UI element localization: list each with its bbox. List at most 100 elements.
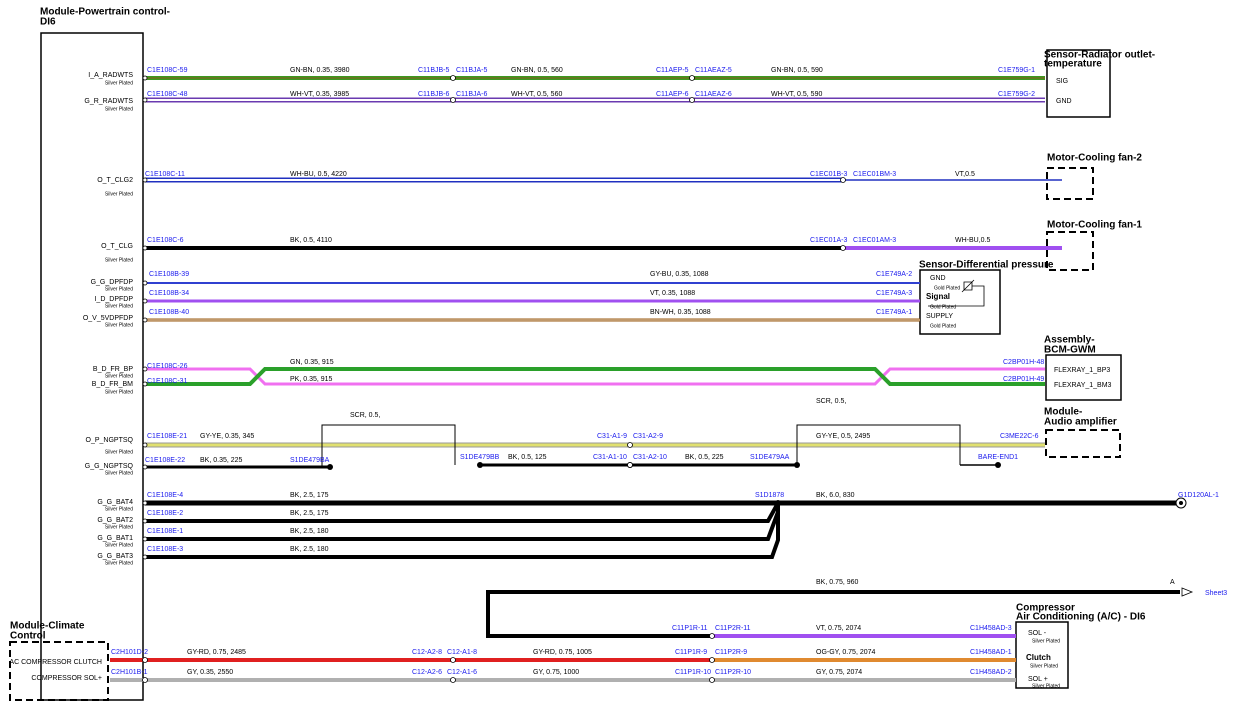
pin-name: B_D_FR_BM xyxy=(92,381,133,388)
wire-spec: BK, 2.5, 175 xyxy=(290,510,329,517)
wire xyxy=(321,424,456,467)
connector-label: C31-A1-10 xyxy=(593,454,627,461)
offpage-marker: A xyxy=(1170,579,1175,586)
connector-label: C11AEAZ-5 xyxy=(695,67,732,74)
pin xyxy=(142,366,148,372)
pin-plating: Silver Plated xyxy=(105,560,133,566)
connector xyxy=(450,97,456,103)
connector-label: C1E108C-31 xyxy=(147,378,188,385)
device-title: Sensor-Differential pressure xyxy=(919,260,1054,271)
module-title: Module-Powertrain control- xyxy=(40,7,170,18)
pin xyxy=(142,518,148,524)
pin-plating: Silver Plated xyxy=(1032,638,1060,644)
pin xyxy=(142,97,148,103)
wire-spec: BK, 2.5, 180 xyxy=(290,546,329,553)
connector-label: C1EC01B-3 xyxy=(810,171,847,178)
device-title: Motor-Cooling fan-1 xyxy=(1047,220,1142,231)
device-title: Air Conditioning (A/C) - DI6 xyxy=(1016,612,1146,623)
connector xyxy=(709,657,715,663)
connector-label: C31-A2-10 xyxy=(633,454,667,461)
wire-spec: GY-YE, 0.35, 345 xyxy=(200,433,254,440)
wire xyxy=(145,367,1045,386)
wire-spec: WH-BU, 0.5, 4220 xyxy=(290,171,347,178)
wire-spec: WH-VT, 0.5, 590 xyxy=(771,91,822,98)
wire-spec: BK, 0.5, 225 xyxy=(685,454,724,461)
connector-label: C1E108B-34 xyxy=(149,290,189,297)
pin xyxy=(142,536,148,542)
pin-plating: Silver Plated xyxy=(105,257,133,263)
device-title: temperature xyxy=(1044,59,1102,70)
wire-spec: WH-VT, 0.35, 3985 xyxy=(290,91,349,98)
pin-plating: Silver Plated xyxy=(105,470,133,476)
wire-spec: PK, 0.35, 915 xyxy=(290,376,333,383)
offpage-sheet: Sheet3 xyxy=(1205,590,1227,597)
connector-label: C11BJB-5 xyxy=(418,67,449,74)
wire-spec: GN-BN, 0.5, 560 xyxy=(511,67,563,74)
pin-name: FLEXRAY_1_BP3 xyxy=(1054,367,1110,374)
pin-name: G_G_BAT2 xyxy=(97,517,133,524)
device-title: Assembly- xyxy=(1044,335,1095,346)
connector-label: C11P1R-11 xyxy=(672,625,708,632)
shield-label: SCR, 0.5, xyxy=(350,412,380,419)
wire-spec: BN-WH, 0.35, 1088 xyxy=(650,309,711,316)
wire xyxy=(145,503,780,559)
connector-label: C1H458AD-3 xyxy=(970,625,1012,632)
device-title: Control xyxy=(10,631,46,642)
pin-name: I_D_DPFDP xyxy=(94,296,133,303)
wire-spec: WH-VT, 0.5, 560 xyxy=(511,91,562,98)
connector-label: C31-A1-9 xyxy=(597,433,627,440)
pin-name: G_G_BAT1 xyxy=(97,535,133,542)
connector xyxy=(142,677,148,683)
connector-label: C12-A1-8 xyxy=(447,649,477,656)
wire-spec: BK, 2.5, 175 xyxy=(290,492,329,499)
wire-spec: VT, 0.35, 1088 xyxy=(650,290,695,297)
wire-spec: GY, 0.75, 2074 xyxy=(816,669,862,676)
connector-label: C1H458AD-1 xyxy=(970,649,1012,656)
connector-label: C11P2R-10 xyxy=(715,669,751,676)
connector xyxy=(840,177,846,183)
ground xyxy=(1179,501,1183,505)
connector-label: C1E749A-3 xyxy=(876,290,912,297)
connector-label: C11BJB-6 xyxy=(418,91,449,98)
pin-name: B_D_FR_BP xyxy=(93,366,133,373)
wire-spec: BK, 6.0, 830 xyxy=(816,492,855,499)
pin-plating: Silver Plated xyxy=(105,106,133,112)
connector-label: S1DE479BA xyxy=(290,457,330,464)
connector-label: C11BJA-6 xyxy=(456,91,487,98)
pin-name: G_G_BAT3 xyxy=(97,553,133,560)
wire-spec: GY-RD, 0.75, 2485 xyxy=(187,649,246,656)
pin-name: GND xyxy=(930,275,946,282)
device-title: Audio amplifier xyxy=(1044,417,1117,428)
device-box xyxy=(1045,429,1121,458)
connector-label: C12-A1-6 xyxy=(447,669,477,676)
pin-name: AC COMPRESSOR CLUTCH xyxy=(9,659,102,666)
connector xyxy=(709,677,715,683)
connector xyxy=(689,97,695,103)
pin-name: G_R_RADWTS xyxy=(84,98,133,105)
offpage-arrow xyxy=(1181,587,1194,597)
connector-label: C2H101B-1 xyxy=(111,669,148,676)
connector-label: C11P2R-11 xyxy=(715,625,751,632)
wire-spec: BK, 0.35, 225 xyxy=(200,457,243,464)
connector-label: C11P1R-9 xyxy=(675,649,707,656)
connector-label: C1H458AD-2 xyxy=(970,669,1012,676)
wire-spec: GN-BN, 0.35, 3980 xyxy=(290,67,350,74)
connector-label: C1E108E-4 xyxy=(147,492,183,499)
wire-spec: BK, 0.5, 125 xyxy=(508,454,547,461)
pin-name: SIG xyxy=(1056,78,1068,85)
connector xyxy=(627,442,633,448)
sensor-symbol xyxy=(928,279,985,307)
connector-label: C11AEP-6 xyxy=(656,91,689,98)
wire xyxy=(145,511,780,541)
connector-label: C1E108E-1 xyxy=(147,528,183,535)
pin xyxy=(142,245,148,251)
connector-label: S1D1878 xyxy=(755,492,784,499)
splice xyxy=(327,464,333,470)
pin-plating: Silver Plated xyxy=(105,524,133,530)
wire xyxy=(796,424,961,465)
pin-plating: Silver Plated xyxy=(105,389,133,395)
connector-label: C1E108C-59 xyxy=(147,67,188,74)
connector-label: C1E108C-26 xyxy=(147,363,188,370)
connector-label: C1E749A-1 xyxy=(876,309,912,316)
connector-label: C2BP01H-48 xyxy=(1003,359,1044,366)
